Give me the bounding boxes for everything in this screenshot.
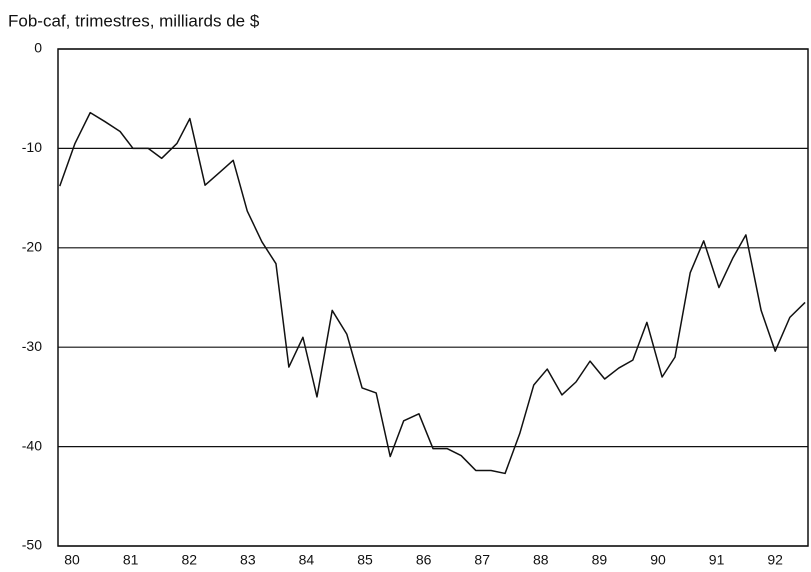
- y-tick-label: -40: [22, 437, 42, 453]
- line-series: [59, 111, 806, 475]
- x-tick-label: 84: [299, 552, 315, 568]
- plot-frame: [57, 48, 809, 547]
- y-tick-label: -50: [22, 537, 42, 553]
- x-tick-label: 91: [709, 552, 725, 568]
- chart-title: Fob-caf, trimestres, milliards de $: [8, 11, 260, 30]
- x-tick-label: 85: [357, 552, 373, 568]
- x-tick-label: 81: [123, 552, 139, 568]
- x-tick-label: 92: [767, 552, 783, 568]
- x-tick-label: 80: [64, 552, 80, 568]
- x-tick-label: 82: [181, 552, 197, 568]
- y-tick-label: -20: [22, 239, 42, 255]
- x-tick-label: 83: [240, 552, 256, 568]
- x-tick-label: 90: [650, 552, 666, 568]
- x-tick-label: 89: [592, 552, 608, 568]
- x-tick-label: 86: [416, 552, 432, 568]
- y-tick-label: -10: [22, 139, 42, 155]
- y-tick-label: -30: [22, 338, 42, 354]
- y-tick-label: 0: [34, 40, 42, 56]
- x-tick-label: 87: [474, 552, 490, 568]
- x-tick-label: 88: [533, 552, 549, 568]
